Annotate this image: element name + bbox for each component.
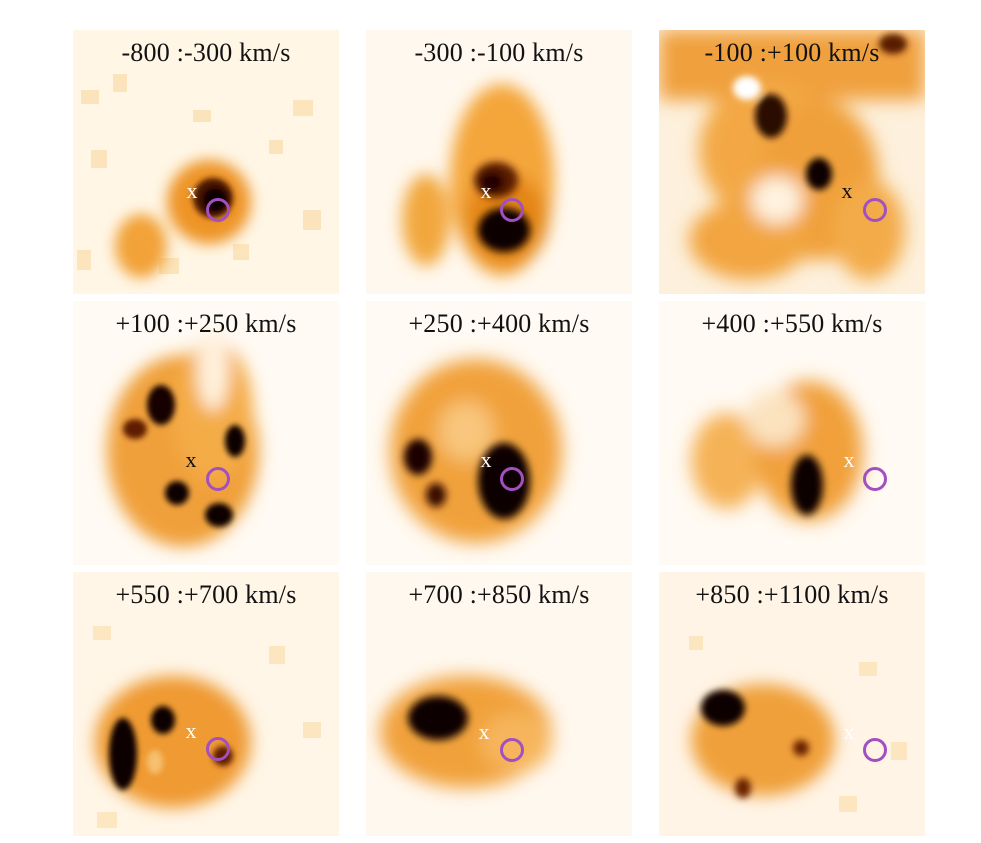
x-marker: x — [841, 178, 853, 203]
emission-map — [73, 30, 339, 294]
purple-circle-marker — [500, 198, 524, 222]
emission-map — [659, 301, 925, 565]
x-marker: x — [186, 178, 198, 203]
x-marker: x — [478, 719, 490, 744]
velocity-range-label: +700 :+850 km/s — [408, 580, 590, 609]
velocity-range-label: +550 :+700 km/s — [115, 580, 297, 609]
velocity-range-label: -100 :+100 km/s — [704, 38, 880, 67]
x-marker: x — [480, 178, 492, 203]
velocity-range-label: +400 :+550 km/s — [701, 309, 883, 338]
x-marker: x — [480, 447, 492, 472]
velocity-range-label: +850 :+1100 km/s — [695, 580, 889, 609]
channel-map-panel: +250 :+400 km/s x — [366, 301, 632, 565]
channel-map-panel: +700 :+850 km/s x — [366, 572, 632, 836]
purple-circle-marker — [500, 738, 524, 762]
purple-circle-marker — [206, 198, 230, 222]
velocity-range-label: +250 :+400 km/s — [408, 309, 590, 338]
x-marker: x — [185, 718, 197, 743]
purple-circle-marker — [206, 737, 230, 761]
emission-map — [366, 301, 632, 565]
purple-circle-marker — [863, 467, 887, 491]
emission-map — [659, 30, 925, 294]
purple-circle-marker — [500, 467, 524, 491]
emission-map — [73, 572, 339, 836]
velocity-range-label: -800 :-300 km/s — [121, 38, 291, 67]
x-marker: x — [843, 447, 855, 472]
channel-map-panel: -800 :-300 km/s x — [73, 30, 339, 294]
channel-map-panel: +400 :+550 km/s x — [659, 301, 925, 565]
purple-circle-marker — [863, 198, 887, 222]
purple-circle-marker — [863, 738, 887, 762]
x-marker: x — [185, 447, 197, 472]
velocity-range-label: +100 :+250 km/s — [115, 309, 297, 338]
emission-map — [366, 30, 632, 294]
channel-map-panel: +550 :+700 km/s x — [73, 572, 339, 836]
channel-map-panel: -300 :-100 km/s x — [366, 30, 632, 294]
purple-circle-marker — [206, 467, 230, 491]
emission-map — [659, 572, 925, 836]
channel-map-panel: +100 :+250 km/s x — [73, 301, 339, 565]
emission-map — [73, 301, 339, 565]
x-marker: x — [843, 719, 855, 744]
emission-map — [366, 572, 632, 836]
velocity-range-label: -300 :-100 km/s — [414, 38, 584, 67]
channel-map-panel: +850 :+1100 km/s x — [659, 572, 925, 836]
velocity-channel-maps: -800 :-300 km/s x -300 :-100 km/s x — [73, 30, 925, 836]
channel-map-panel: -100 :+100 km/s x — [659, 30, 925, 294]
